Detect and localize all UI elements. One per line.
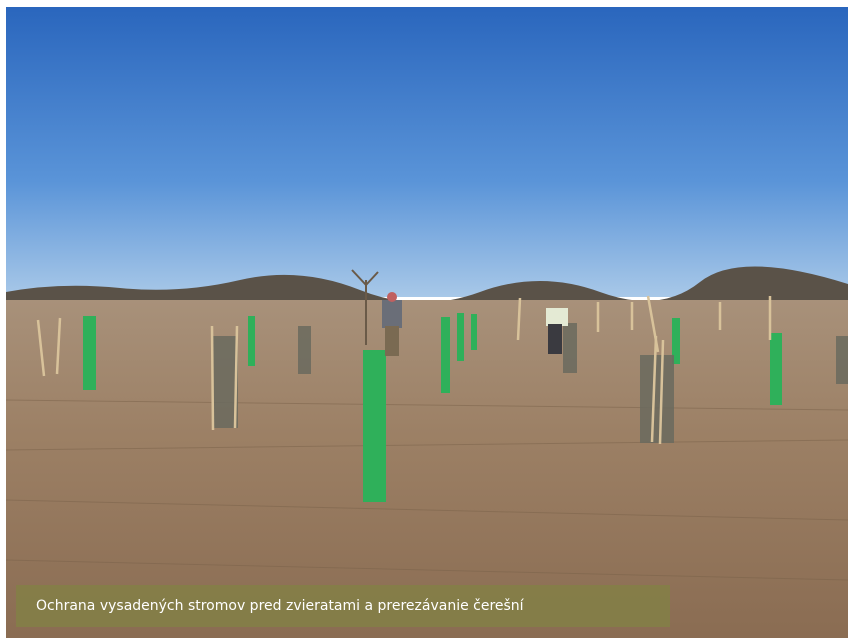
field [6,300,848,638]
field-texture [5,399,849,581]
caption: Ochrana vysadených stromov pred zvierata… [16,585,670,627]
treeline [6,266,848,303]
workers [382,292,568,356]
tree-tubes [83,313,782,502]
stakes [36,295,772,445]
mesh-cages [212,323,848,443]
sky [6,7,848,297]
bare-tree [351,269,379,345]
